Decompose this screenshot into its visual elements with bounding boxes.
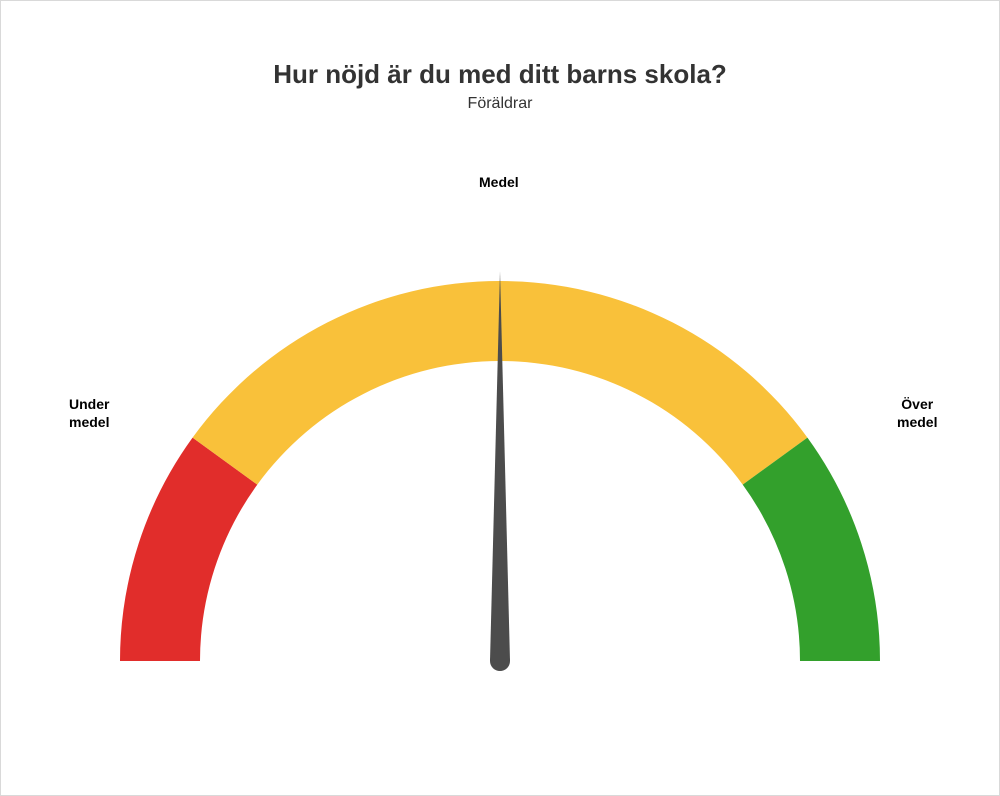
gauge-svg: [50, 161, 950, 701]
label-over-medel: Över medel: [897, 396, 937, 431]
chart-subtitle: Föräldrar: [1, 95, 999, 113]
gauge-segment: [120, 438, 257, 661]
chart-title: Hur nöjd är du med ditt barns skola?: [1, 59, 999, 90]
label-under-medel: Under medel: [69, 396, 109, 431]
gauge-needle-hub: [490, 651, 510, 671]
gauge-segment: [743, 438, 880, 661]
chart-frame: Hur nöjd är du med ditt barns skola? För…: [0, 0, 1000, 796]
gauge-chart: [50, 161, 950, 706]
label-medel: Medel: [479, 174, 519, 192]
